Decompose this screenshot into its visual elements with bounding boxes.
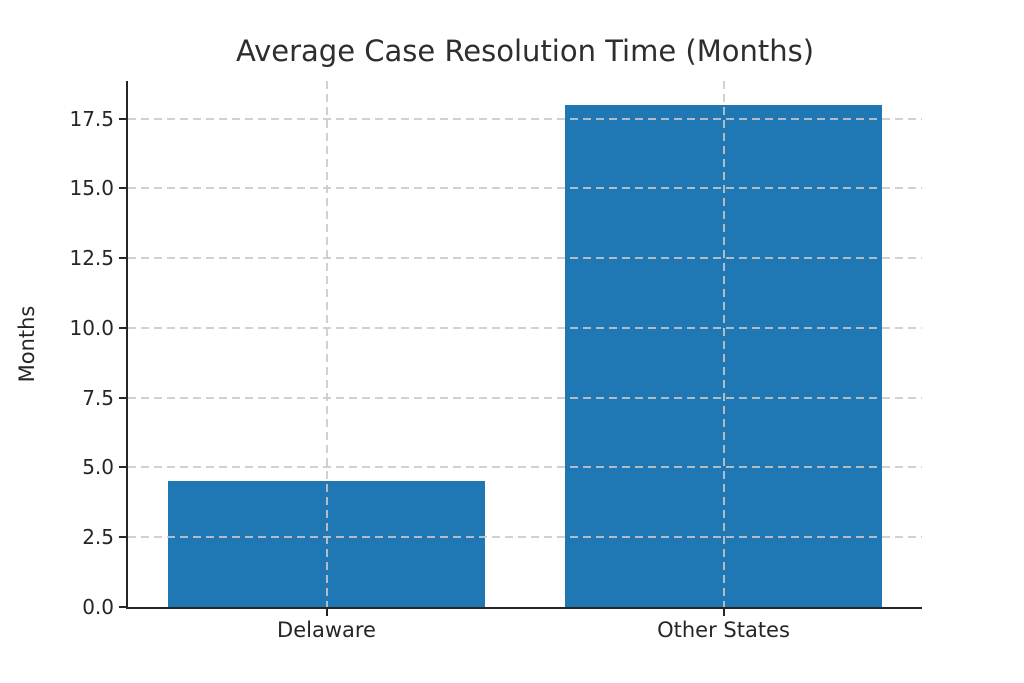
y-tick-label: 17.5 xyxy=(69,106,114,131)
x-axis-spine xyxy=(126,607,922,609)
x-tick-label: Other States xyxy=(657,618,790,642)
x-tick-label: Delaware xyxy=(277,618,376,642)
y-tick-label: 12.5 xyxy=(69,246,114,271)
y-tick-label: 5.0 xyxy=(82,455,114,480)
y-tick-mark xyxy=(119,257,126,260)
chart-title: Average Case Resolution Time (Months) xyxy=(235,34,815,68)
y-tick-mark xyxy=(119,536,126,539)
y-tick-label: 15.0 xyxy=(69,176,114,201)
y-tick-mark xyxy=(119,117,126,120)
y-tick-mark xyxy=(119,606,126,608)
y-tick-label: 0.0 xyxy=(82,595,114,619)
axes-spines xyxy=(126,81,922,609)
y-tick-mark xyxy=(119,466,126,469)
y-tick-mark xyxy=(119,326,126,329)
x-tick-mark xyxy=(722,609,725,616)
x-tick-mark xyxy=(325,609,328,616)
y-tick-mark xyxy=(119,396,126,399)
y-tick-mark xyxy=(119,187,126,190)
y-axis-spine xyxy=(126,81,128,609)
plot-area xyxy=(126,81,922,609)
y-tick-label: 7.5 xyxy=(82,385,114,410)
y-tick-label: 10.0 xyxy=(69,315,114,340)
y-tick-label: 2.5 xyxy=(82,525,114,550)
